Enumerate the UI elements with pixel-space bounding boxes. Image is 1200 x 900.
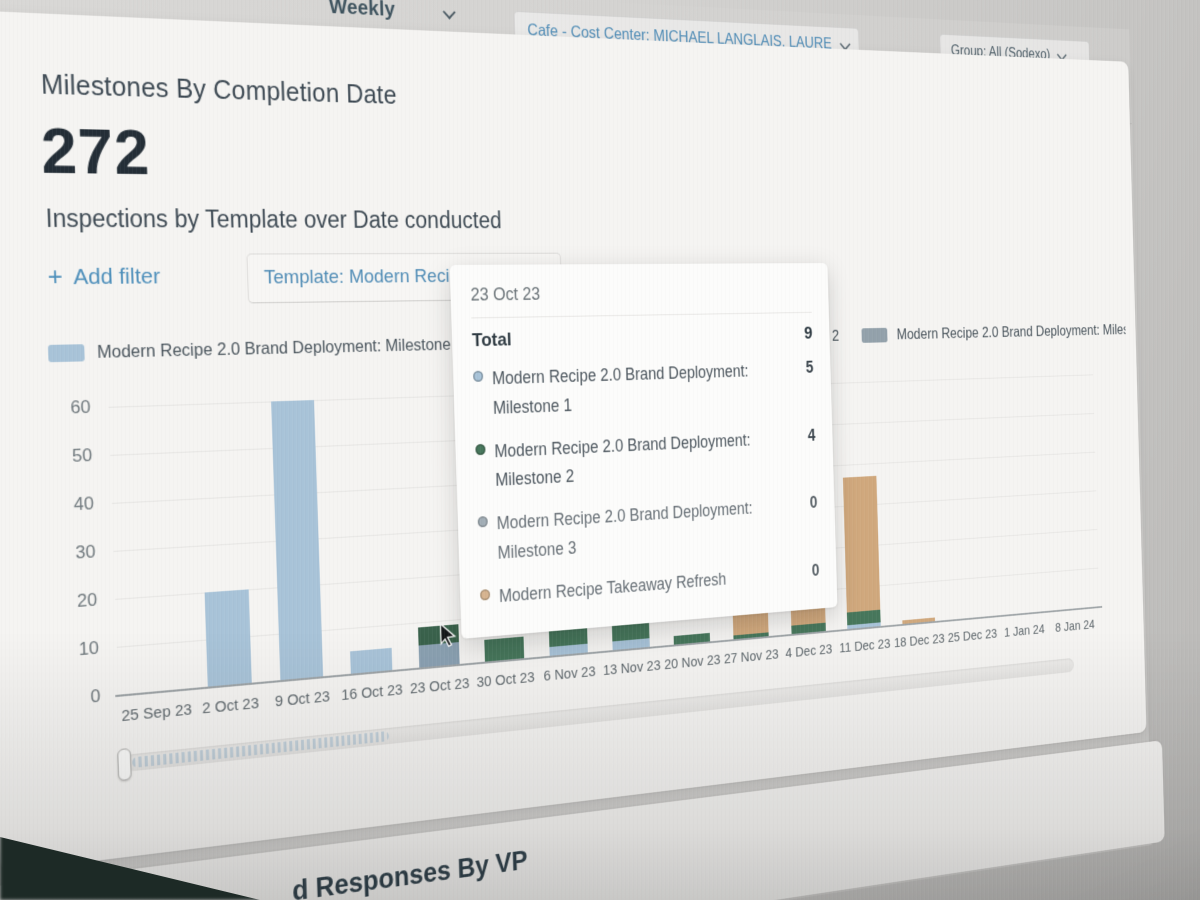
series-dot-icon: [475, 443, 485, 454]
chart-tooltip: 23 Oct 23 Total 9 Modern Recipe 2.0 Bran…: [450, 263, 838, 639]
tooltip-total-value: 9: [804, 324, 813, 344]
bar-18-dec-23[interactable]: [886, 51, 935, 624]
y-axis-tick-label: 60: [28, 397, 91, 421]
bar-25-sep-23[interactable]: [110, 16, 178, 693]
bar-segment: [843, 475, 880, 612]
chevron-down-icon: [443, 5, 456, 19]
bar-1-jan-24[interactable]: [993, 56, 1040, 615]
bar-25-dec-23[interactable]: [940, 53, 988, 619]
bar-segment: [485, 636, 525, 662]
bar-segment: [350, 647, 392, 673]
tooltip-row-label: Modern Recipe 2.0 Brand Deployment: Mile…: [494, 425, 791, 496]
tooltip-row-value: 4: [807, 424, 815, 445]
y-axis-tick-label: 50: [30, 445, 93, 469]
bar-8-jan-24[interactable]: [1044, 58, 1090, 610]
tooltip-rows: Modern Recipe 2.0 Brand Deployment: Mile…: [473, 350, 820, 620]
bar-2-oct-23[interactable]: [186, 20, 252, 687]
tooltip-row-value: 0: [809, 491, 817, 513]
tooltip-row-value: 5: [805, 356, 813, 377]
y-axis-tick-label: 20: [35, 589, 98, 615]
period-dropdown[interactable]: Weekly: [329, 0, 453, 25]
bar-segment: [205, 589, 252, 686]
y-axis-tick-label: 30: [33, 541, 96, 566]
bar-16-oct-23[interactable]: [329, 26, 392, 674]
dashboard-screen: Weekly Cafe - Cost Center: MICHAEL LANGL…: [0, 0, 1152, 900]
bar-11-dec-23[interactable]: [831, 49, 881, 629]
bar-segment: [271, 400, 323, 680]
bar-9-oct-23[interactable]: [259, 23, 324, 680]
x-axis-tick-label: 8 Jan 24: [1044, 616, 1105, 636]
tooltip-total-label: Total: [472, 330, 512, 353]
series-dot-icon: [478, 516, 488, 527]
y-axis-tick-label: 40: [32, 493, 95, 518]
bar-23-oct-23[interactable]: [398, 29, 459, 667]
chart-range-slider-handle[interactable]: [117, 748, 132, 781]
tooltip-row-label: Modern Recipe Takeaway Refresh: [499, 565, 727, 611]
y-axis-tick-label: 10: [37, 638, 100, 664]
bar-segment: [418, 642, 459, 668]
y-axis-tick-label: 0: [38, 686, 101, 713]
period-label: Weekly: [329, 0, 396, 22]
series-dot-icon: [473, 371, 483, 382]
bar-segment: [418, 624, 459, 645]
series-dot-icon: [480, 589, 490, 601]
tooltip-row-value: 0: [811, 558, 819, 580]
next-card-title: d Responses By VP: [292, 845, 528, 900]
tooltip-row-label: Modern Recipe 2.0 Brand Deployment: Mile…: [492, 357, 789, 424]
